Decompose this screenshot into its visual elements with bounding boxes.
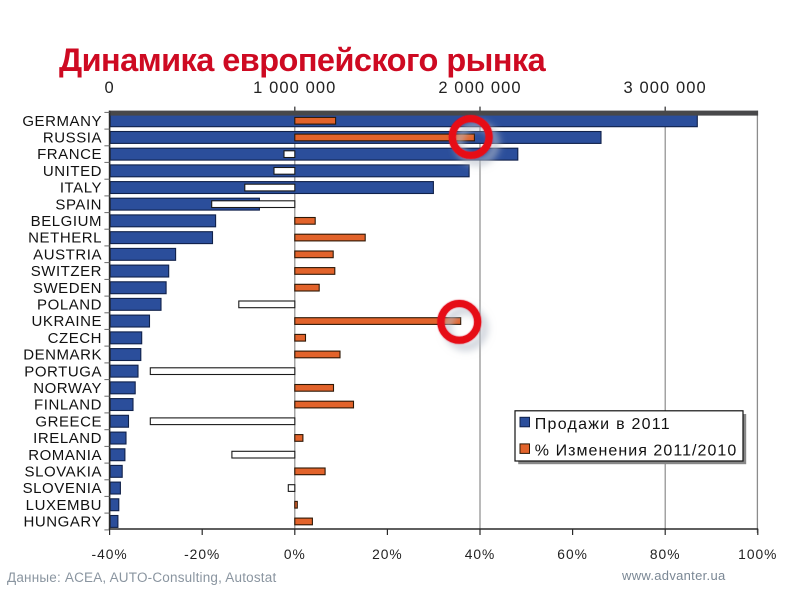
svg-text:ITALY: ITALY xyxy=(60,180,102,197)
svg-text:80%: 80% xyxy=(650,547,681,562)
svg-text:CZECH: CZECH xyxy=(48,330,102,347)
svg-text:-40%: -40% xyxy=(91,547,127,562)
svg-text:PORTUGA: PORTUGA xyxy=(24,363,102,380)
svg-text:SWITZER: SWITZER xyxy=(31,263,102,280)
svg-text:-20%: -20% xyxy=(184,547,220,562)
svg-text:SLOVENIA: SLOVENIA xyxy=(23,480,102,497)
svg-text:LUXEMBU: LUXEMBU xyxy=(26,497,102,514)
svg-text:100%: 100% xyxy=(738,547,777,562)
svg-text:SWEDEN: SWEDEN xyxy=(33,280,102,297)
svg-text:GREECE: GREECE xyxy=(35,413,102,430)
svg-text:0%: 0% xyxy=(284,547,306,562)
svg-text:FINLAND: FINLAND xyxy=(34,397,102,414)
svg-text:0: 0 xyxy=(104,79,114,97)
svg-text:NORWAY: NORWAY xyxy=(33,380,102,397)
svg-text:3 000 000: 3 000 000 xyxy=(624,79,707,97)
svg-text:20%: 20% xyxy=(372,547,403,562)
svg-text:UKRAINE: UKRAINE xyxy=(32,313,103,330)
svg-text:DENMARK: DENMARK xyxy=(23,347,102,364)
svg-text:ROMANIA: ROMANIA xyxy=(28,447,102,464)
svg-text:% Изменения 2011/2010: % Изменения 2011/2010 xyxy=(535,443,738,460)
svg-text:BELGIUM: BELGIUM xyxy=(31,213,102,230)
svg-text:NETHERL: NETHERL xyxy=(28,230,102,247)
svg-text:POLAND: POLAND xyxy=(37,297,102,314)
svg-text:RUSSIA: RUSSIA xyxy=(43,130,102,147)
svg-text:SPAIN: SPAIN xyxy=(55,196,102,213)
svg-text:GERMANY: GERMANY xyxy=(22,113,102,130)
svg-text:1 000 000: 1 000 000 xyxy=(253,79,336,97)
svg-text:SLOVAKIA: SLOVAKIA xyxy=(25,464,103,481)
svg-text:IRELAND: IRELAND xyxy=(33,430,102,447)
svg-text:60%: 60% xyxy=(557,547,588,562)
svg-text:2 000 000: 2 000 000 xyxy=(438,79,521,97)
svg-text:40%: 40% xyxy=(465,547,496,562)
svg-text:HUNGARY: HUNGARY xyxy=(23,514,102,531)
svg-text:UNITED: UNITED xyxy=(43,163,102,180)
svg-text:AUSTRIA: AUSTRIA xyxy=(33,246,102,263)
svg-text:FRANCE: FRANCE xyxy=(37,146,102,163)
svg-text:Продажи в 2011: Продажи в 2011 xyxy=(535,416,671,433)
